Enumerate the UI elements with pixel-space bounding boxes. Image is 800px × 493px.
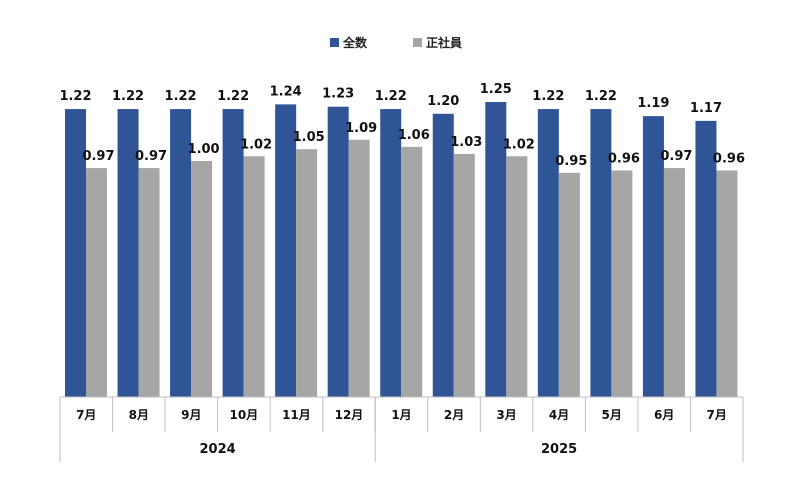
bar-all [695,120,717,397]
bar-regular [401,146,423,397]
data-label-all: 1.20 [427,94,459,109]
data-label-all: 1.19 [637,96,669,111]
data-label-all: 1.22 [585,89,617,104]
bar-regular [296,149,318,397]
legend-label-regular: 正社員 [426,36,463,50]
bar-all [485,102,507,397]
bar-all [537,109,559,397]
bar-regular [453,153,475,397]
data-label-regular: 1.02 [503,137,535,152]
data-label-regular: 1.09 [345,121,377,136]
bar-regular [716,170,738,397]
x-tick-label: 1月 [391,408,411,422]
bar-all [170,109,192,397]
x-tick-label: 4月 [549,408,569,422]
bar-all [432,113,454,398]
data-label-regular: 0.96 [713,151,745,166]
bar-all [65,109,86,397]
x-tick-label: 7月 [707,408,727,422]
x-tick-label: 11月 [282,408,311,422]
data-label-all: 1.22 [375,89,407,104]
bar-all [222,109,244,397]
data-label-all: 1.22 [165,89,197,104]
legend-item-all: 全数 [330,34,367,51]
data-label-regular: 0.97 [660,149,692,164]
data-label-all: 1.22 [217,89,249,104]
data-label-regular: 1.03 [450,135,482,150]
x-tick-label: 2月 [444,408,464,422]
data-label-regular: 0.95 [555,154,587,169]
x-tick-label: 10月 [230,408,259,422]
bar-regular [558,172,580,397]
legend-label-all: 全数 [343,36,368,50]
data-label-all: 1.22 [59,89,91,104]
bar-all [117,109,139,397]
data-label-all: 1.24 [270,84,302,99]
x-tick-label: 3月 [496,408,516,422]
bar-all [275,104,297,398]
bar-all [642,116,664,397]
bar-regular [506,156,528,397]
legend-swatch-regular [413,38,423,47]
bar-regular [243,156,265,397]
bar-all [590,109,612,397]
data-label-all: 1.22 [112,89,144,104]
x-group-label: 2025 [541,442,577,457]
legend-item-regular: 正社員 [413,34,462,51]
data-label-regular: 1.00 [188,142,220,157]
x-tick-label: 9月 [181,408,201,422]
bar-all [380,109,402,397]
x-group-label: 2024 [200,442,236,457]
bar-regular [348,139,370,397]
data-label-regular: 0.97 [135,149,167,164]
x-tick-label: 6月 [654,408,674,422]
x-tick-label: 8月 [129,408,149,422]
data-label-regular: 0.97 [82,149,114,164]
bar-regular [611,170,633,397]
data-label-regular: 0.96 [608,151,640,166]
data-label-all: 1.22 [532,89,564,104]
chart-legend: 全数 正社員 [330,34,462,51]
bar-regular [191,161,213,397]
bar-all [327,106,349,397]
data-label-regular: 1.02 [240,137,272,152]
x-tick-label: 12月 [335,408,364,422]
x-tick-label: 5月 [601,408,621,422]
bar-regular [86,168,107,397]
legend-swatch-all [330,38,339,47]
bar-regular [138,168,160,397]
data-label-all: 1.25 [480,82,512,97]
data-label-all: 1.17 [690,101,722,116]
data-label-regular: 1.06 [398,128,430,143]
bar-regular [663,168,685,397]
x-tick-label: 7月 [76,408,96,422]
data-label-regular: 1.05 [293,130,325,145]
data-label-all: 1.23 [322,87,354,102]
